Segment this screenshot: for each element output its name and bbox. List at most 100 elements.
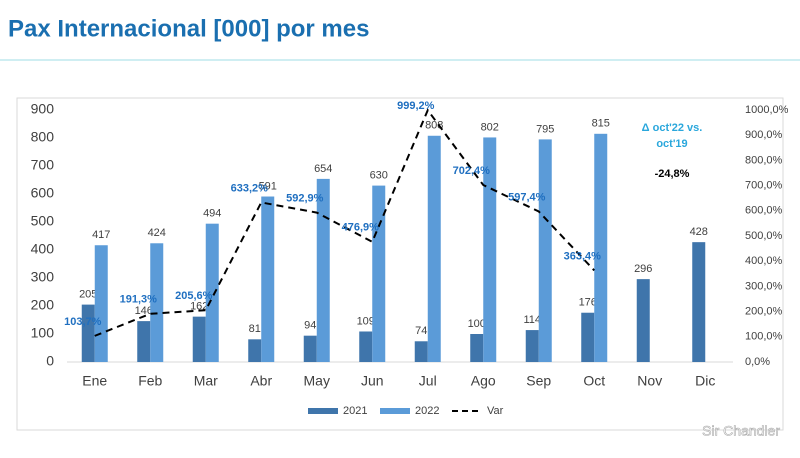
line-label: 363,4% [564, 250, 602, 262]
bar-label: 81 [249, 323, 261, 335]
x-tick-label: Jul [419, 373, 437, 389]
y2-tick-label: 900,0% [745, 129, 783, 141]
bar [150, 243, 164, 362]
bar [525, 330, 539, 362]
line-label: 191,3% [120, 294, 158, 306]
bar-label: 424 [148, 227, 166, 239]
line [94, 108, 595, 337]
bar [594, 133, 608, 362]
bar-label: 146 [135, 305, 153, 317]
y-tick-label: 200 [31, 297, 55, 313]
y2-tick-label: 800,0% [745, 154, 783, 166]
chart-frame [16, 97, 784, 431]
y-tick-label: 500 [31, 213, 55, 229]
x-tick-label: Feb [138, 373, 162, 389]
bar [205, 223, 219, 362]
y-tick-label: 400 [31, 241, 55, 257]
x-tick-label: Mar [194, 373, 218, 389]
line-label: 597,4% [508, 191, 546, 203]
bar [261, 196, 275, 362]
y-tick-label: 0 [46, 353, 54, 369]
y-tick-label: 800 [31, 129, 55, 145]
watermark: Sir Chandler [702, 423, 780, 439]
y2-tick-label: 500,0% [745, 230, 783, 242]
x-tick-label: Jun [361, 373, 384, 389]
chart-title: Pax Internacional [000] por mes [8, 15, 369, 42]
bar-label: 654 [314, 163, 332, 175]
bar-label: 205 [79, 289, 97, 301]
y-tick-label: 300 [31, 269, 55, 285]
bar-label: 815 [592, 118, 610, 130]
bar [316, 178, 330, 362]
x-tick-label: Abr [250, 373, 272, 389]
legend-swatch [380, 408, 410, 414]
x-tick-label: Dic [695, 373, 715, 389]
bar-label: 417 [92, 229, 110, 241]
bar-label: 630 [370, 170, 388, 182]
bar [94, 245, 108, 362]
y2-tick-label: 100,0% [745, 331, 783, 343]
bar [359, 331, 373, 362]
annotation: Δ oct'22 vs. [642, 122, 703, 134]
annotation-value: -24,8% [655, 168, 690, 180]
y-tick-label: 900 [31, 101, 55, 117]
y-tick-label: 600 [31, 185, 55, 201]
bar-label: 428 [690, 226, 708, 238]
legend-label: 2022 [415, 405, 439, 417]
bar-label: 176 [579, 297, 597, 309]
y2-tick-label: 0,0% [745, 356, 770, 368]
bar [581, 312, 595, 362]
bar [692, 242, 706, 362]
bar [248, 339, 262, 362]
bar [427, 135, 441, 362]
y2-tick-label: 400,0% [745, 255, 783, 267]
x-tick-label: May [304, 373, 330, 389]
x-tick-label: Oct [583, 373, 605, 389]
y2-tick-label: 200,0% [745, 306, 783, 318]
bar-label: 494 [203, 208, 221, 220]
x-tick-label: Sep [526, 373, 551, 389]
bar-label: 114 [523, 314, 541, 326]
x-tick-label: Nov [637, 373, 662, 389]
line-label: 999,2% [397, 100, 435, 112]
bar [192, 316, 206, 362]
bar [372, 185, 386, 362]
bar-label: 94 [304, 320, 316, 332]
bar-label: 100 [468, 318, 486, 330]
line-label: 205,6% [175, 290, 213, 302]
y2-tick-label: 300,0% [745, 280, 783, 292]
y2-tick-label: 600,0% [745, 205, 783, 217]
legend-label: 2021 [343, 405, 367, 417]
line-label: 633,2% [231, 182, 269, 194]
bar [470, 334, 484, 362]
bar [538, 139, 552, 362]
line-label: 702,4% [453, 165, 491, 177]
legend-label: Var [487, 405, 504, 417]
bar-label: 808 [425, 120, 443, 132]
line-label: 592,9% [286, 192, 324, 204]
line-label: 103,7% [64, 316, 102, 328]
line-label: 476,9% [342, 222, 380, 234]
bar-label: 802 [481, 121, 499, 133]
bar-label: 591 [259, 180, 277, 192]
bar-label: 296 [634, 263, 652, 275]
bar [483, 137, 497, 362]
x-tick-label: Ene [82, 373, 107, 389]
bar-label: 795 [536, 123, 554, 135]
bar [414, 341, 428, 362]
x-tick-label: Ago [471, 373, 496, 389]
bar [137, 321, 151, 362]
y-tick-label: 100 [31, 325, 55, 341]
bar [303, 335, 317, 362]
bar-label: 109 [357, 315, 375, 327]
legend-swatch [308, 408, 338, 414]
annotation: oct'19 [656, 138, 687, 150]
y2-tick-label: 700,0% [745, 180, 783, 192]
bar-label: 74 [415, 325, 427, 337]
y2-tick-label: 1000,0% [745, 104, 789, 116]
y-tick-label: 700 [31, 157, 55, 173]
bar [636, 279, 650, 362]
bar [81, 304, 95, 362]
